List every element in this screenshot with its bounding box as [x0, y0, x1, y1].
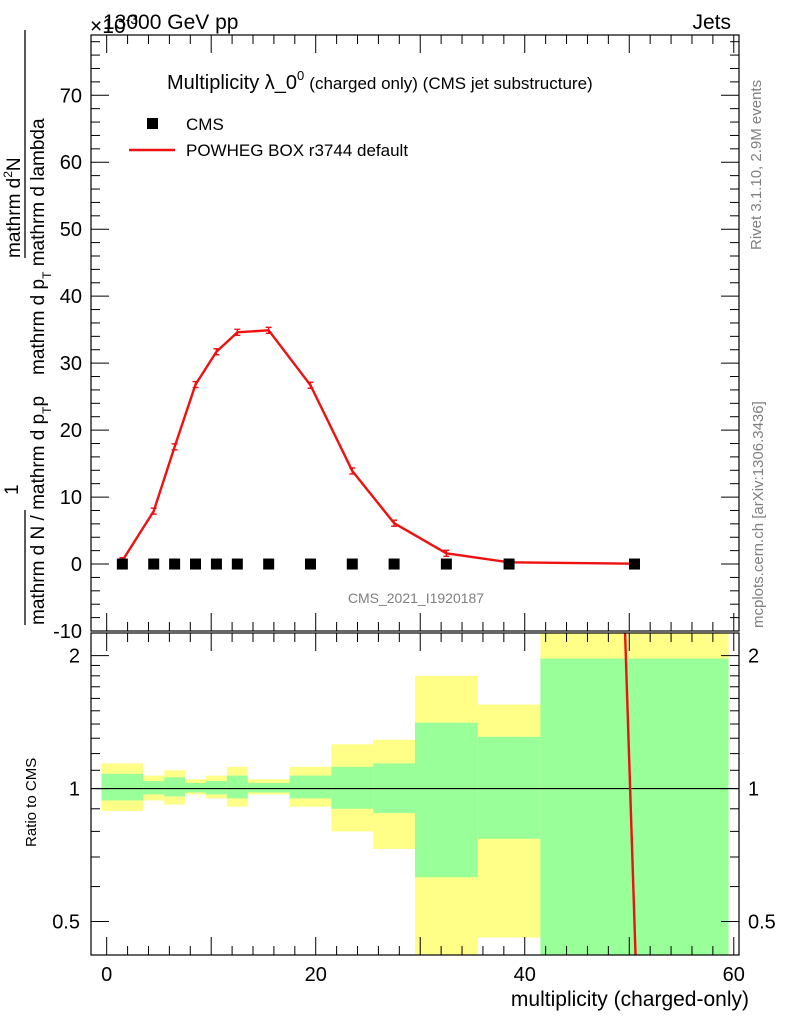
cms-data-point: [628, 558, 640, 570]
ratio-y-tick-label-right: 1: [748, 779, 759, 801]
ratio-x-axis: 0 20 40 60: [101, 633, 745, 986]
main-plot-frame: [90, 34, 740, 632]
y-label-outer-a-sub: T: [40, 406, 54, 414]
x-axis-label: multiplicity (charged-only): [511, 988, 749, 1011]
ratio-inner-band: [331, 766, 374, 809]
ratio-inner-band: [247, 782, 290, 793]
main-y-tick-label: 10: [60, 487, 82, 509]
ratio-inner-band: [289, 775, 332, 799]
main-y-axis: -10 0 10 20 30 40 50 60 70: [53, 41, 739, 643]
cms-data-point: [116, 558, 128, 570]
y-label-numerator-sup: 2: [1, 171, 15, 178]
ratio-y-tick-label: 1: [69, 779, 80, 801]
powheg-curve: [121, 329, 635, 565]
y-label-den2: mathrm d lambda: [28, 118, 49, 272]
legend-cms-marker: [147, 118, 158, 129]
ratio-y-tick-label-right: 2: [748, 646, 759, 668]
ratio-x-tick-label: 40: [514, 964, 536, 986]
main-y-tick-label: 40: [60, 286, 82, 308]
cms-data-point: [263, 558, 275, 570]
y-label-numerator: mathrm d2N: [1, 157, 25, 258]
ratio-powheg-curve: [623, 632, 637, 956]
main-y-tick-label: 50: [60, 219, 82, 241]
mcplots-reference: mcplots.cern.ch [arXiv:1306.3436]: [750, 401, 767, 628]
y-label-outer-a: mathrm d N / mathrm d p: [28, 414, 49, 625]
main-y-tick-label: -10: [53, 621, 82, 643]
ratio-y-tick-label: 2: [69, 646, 80, 668]
ratio-inner-band: [185, 782, 206, 793]
y-exponent-power: -3: [126, 11, 139, 27]
y-label-den1-sub: T: [40, 271, 54, 279]
y-label-den1: mathrm d p: [28, 279, 49, 375]
cms-data-point: [148, 558, 160, 570]
main-y-tick-label: 0: [71, 554, 82, 576]
main-title: Multiplicity λ_00 (charged only) (CMS jet…: [167, 68, 593, 94]
main-title-sup: 0: [297, 68, 304, 83]
ratio-y-tick-label-right: 0.5: [748, 912, 776, 934]
ratio-y-axis: 0.5 0.5 1 1 2 2: [52, 646, 776, 934]
legend: CMS POWHEG BOX r3744 default: [129, 115, 408, 160]
ratio-inner-band: [143, 781, 165, 795]
y-exponent-base: ×10: [90, 15, 126, 38]
ratio-x-tick-label: 20: [305, 964, 327, 986]
main-y-tick-label: 20: [60, 420, 82, 442]
ratio-plot-frame: [90, 632, 740, 956]
cms-data-point: [440, 558, 452, 570]
y-exponent: ×10-3: [90, 11, 138, 38]
cms-data-point: [346, 558, 358, 570]
main-y-label: mathrm d2N mathrm d pT mathrm d lambda 1…: [1, 30, 54, 625]
ratio-inner-band: [101, 773, 144, 801]
legend-powheg-label: POWHEG BOX r3744 default: [186, 141, 408, 160]
main-subtitle: (charged only) (CMS jet substructure): [309, 74, 592, 93]
powheg-series: [119, 326, 638, 568]
ratio-x-tick-label: 60: [723, 964, 745, 986]
y-label-outer-b: p: [28, 396, 49, 407]
header-right: Jets: [692, 11, 731, 34]
cms-data-point: [503, 558, 515, 570]
ratio-y-label: Ratio to CMS: [23, 758, 40, 847]
ratio-powheg-series: [623, 632, 637, 956]
cms-data-point: [190, 558, 202, 570]
ratio-bands: [101, 633, 729, 955]
cms-series: [116, 558, 640, 570]
main-y-tick-label: 60: [60, 152, 82, 174]
main-x-axis-ticks: [106, 35, 735, 631]
ratio-y-tick-label: 0.5: [52, 912, 80, 934]
watermark: CMS_2021_I1920187: [348, 590, 484, 606]
y-label-inner-denominator: mathrm d pT mathrm d lambda: [28, 118, 54, 375]
header-left: 13000 GeV pp: [103, 11, 238, 34]
main-y-tick-label: 30: [60, 353, 82, 375]
y-label-numerator-rest: N: [4, 157, 25, 171]
cms-data-point: [210, 558, 222, 570]
ratio-inner-band: [415, 722, 478, 878]
ratio-inner-band: [226, 775, 248, 799]
y-label-outer-one: 1: [2, 484, 23, 495]
cms-data-point: [169, 558, 181, 570]
main-y-tick-label: 70: [60, 85, 82, 107]
y-label-numerator-top: mathrm d: [4, 178, 25, 258]
y-label-outer-denominator: mathrm d N / mathrm d pTp: [28, 396, 54, 625]
main-title-text: Multiplicity λ_0: [167, 72, 297, 94]
ratio-inner-band: [164, 777, 186, 797]
cms-data-point: [231, 558, 243, 570]
legend-cms-label: CMS: [186, 115, 224, 134]
ratio-inner-band: [205, 781, 227, 795]
cms-data-point: [304, 558, 316, 570]
cms-data-point: [388, 558, 400, 570]
rivet-version: Rivet 3.1.10, 2.9M events: [748, 80, 765, 250]
ratio-inner-band: [477, 736, 541, 839]
ratio-x-tick-label: 0: [101, 964, 112, 986]
